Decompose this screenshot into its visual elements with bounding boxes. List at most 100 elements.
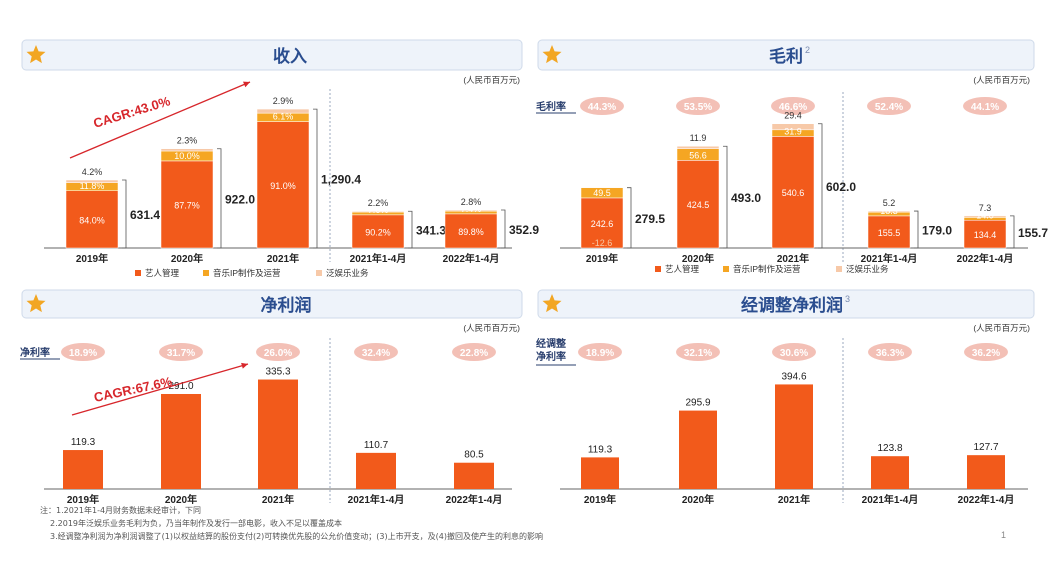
revenue-segment-label: 2.3% <box>177 136 198 146</box>
revenue-header <box>21 39 523 71</box>
gross-profit-margin-value: 44.1% <box>971 102 999 113</box>
gross-profit-segment-label: 155.5 <box>878 228 901 238</box>
gross-profit-segment-label: 134.4 <box>974 230 997 240</box>
gross-profit-margin-value: 44.3% <box>588 102 616 113</box>
gross-profit-total-bracket <box>723 145 728 249</box>
revenue-total-label: 631.4 <box>130 208 160 222</box>
net-profit-header <box>21 289 523 319</box>
adjusted-net-profit-bar <box>581 457 619 489</box>
net-profit-value-label: 80.5 <box>464 450 484 461</box>
gross-profit-total-bracket <box>627 187 632 249</box>
revenue-segment-label: 10.0% <box>174 151 200 161</box>
adjusted-net-profit-margin-pill <box>772 343 816 361</box>
revenue-segment-label: 2.9% <box>273 96 294 106</box>
gross-profit-bar-segment-1 <box>771 136 815 249</box>
adjusted-net-profit-title: 经调整净利润 <box>741 295 843 315</box>
revenue-title: 收入 <box>273 46 307 66</box>
footnote-3: 3.经调整净利润为净利润调整了(1)以权益结算的股份支付(2)可转换优先股的公允… <box>50 532 543 541</box>
gross-profit-x-tick: 2022年1-4月 <box>957 252 1014 265</box>
gross-profit-margin-value: 53.5% <box>684 102 712 113</box>
revenue-bar-segment-3 <box>351 210 405 213</box>
revenue-total-label: 341.3 <box>416 224 446 238</box>
gross-profit-segment-label: 29.4 <box>784 111 802 121</box>
revenue-segment-label: 2.2% <box>368 198 389 208</box>
gross-profit-title: 毛利 <box>769 46 803 66</box>
net-profit-bar <box>356 452 396 489</box>
revenue-bar-segment-1 <box>444 213 498 249</box>
net-profit-bar <box>63 450 103 489</box>
adjusted-net-profit-margin-value: 36.2% <box>972 348 1000 359</box>
revenue-x-tick: 2022年1-4月 <box>443 252 500 265</box>
gross-profit-x-tick: 2021年 <box>777 252 809 265</box>
gross-profit-margin-label: 毛利率 <box>536 100 566 113</box>
adjusted-net-profit-x-tick: 2022年1-4月 <box>958 493 1015 506</box>
gross-profit-segment-label: 540.6 <box>782 188 805 198</box>
revenue-segment-label: 6.1% <box>273 112 294 122</box>
gross-profit-margin-pill <box>867 97 911 115</box>
footnote-1: 注：1.2021年1-4月财务数据未经审计，下同 <box>40 506 202 515</box>
gross-profit-segment-label: 49.5 <box>593 188 611 198</box>
gross-profit-bar-segment-3 <box>963 215 1007 218</box>
gross-profit-bar-segment-3 <box>867 210 911 213</box>
net-profit-margin-pill <box>354 343 398 361</box>
net-profit-value-label: 335.3 <box>265 367 290 378</box>
net-profit-cagr-arrowhead <box>241 362 248 369</box>
gross-profit-x-tick: 2019年 <box>586 252 618 265</box>
net-profit-x-tick: 2021年1-4月 <box>348 493 405 506</box>
adjusted-net-profit-bar <box>679 410 717 489</box>
net-profit-margin-value: 31.7% <box>167 348 195 359</box>
revenue-star-icon <box>26 45 46 64</box>
revenue-legend-label: 音乐IP制作及运营 <box>213 268 281 278</box>
gross-profit-margin-pill <box>676 97 720 115</box>
gross-profit-unit: (人民币百万元) <box>973 75 1030 85</box>
gross-profit-legend-label: 音乐IP制作及运营 <box>733 264 801 274</box>
net-profit-value-label: 291.0 <box>168 381 193 392</box>
net-profit-star-icon <box>26 294 46 313</box>
gross-profit-margin-value: 46.6% <box>779 102 807 113</box>
gross-profit-legend-swatch <box>836 266 842 272</box>
gross-profit-total-bracket <box>914 210 919 249</box>
gross-profit-title-sup: 2 <box>805 45 810 55</box>
adjusted-net-profit-unit: (人民币百万元) <box>973 323 1030 333</box>
gross-profit-total-label: 279.5 <box>635 212 665 226</box>
revenue-bar-segment-1 <box>65 190 119 249</box>
adjusted-net-profit-bar <box>775 384 813 489</box>
gross-profit-total-label: 155.7 <box>1018 226 1048 240</box>
revenue-total-bracket <box>501 209 506 249</box>
gross-profit-segment-label: 7.3 <box>979 203 992 213</box>
revenue-total-bracket <box>122 179 127 249</box>
revenue-segment-label: 91.0% <box>270 181 296 191</box>
revenue-cagr-label: CAGR:43.0% <box>91 93 172 131</box>
adjusted-net-profit-title-sup: 3 <box>845 294 850 304</box>
adjusted-net-profit-margin-label: 经调整 <box>536 337 566 350</box>
net-profit-x-tick: 2022年1-4月 <box>446 493 503 506</box>
adjusted-net-profit-margin-pill <box>868 343 912 361</box>
revenue-legend-label: 泛娱乐业务 <box>326 268 369 278</box>
gross-profit-segment-label: -12.6 <box>592 238 613 248</box>
net-profit-cagr-arrow <box>71 363 249 416</box>
adjusted-net-profit-margin-value: 30.6% <box>780 348 808 359</box>
revenue-segment-label: 87.7% <box>174 200 200 210</box>
net-profit-margin-pill <box>159 343 203 361</box>
adjusted-net-profit-x-tick: 2020年 <box>682 493 714 506</box>
page-number: 1 <box>1000 530 1006 540</box>
gross-profit-header <box>537 39 1035 71</box>
revenue-bar-segment-3 <box>65 179 119 183</box>
net-profit-margin-value: 22.8% <box>460 348 488 359</box>
net-profit-x-tick: 2021年 <box>262 493 294 506</box>
adjusted-net-profit-margin-pill <box>964 343 1008 361</box>
gross-profit-segment-label: 14.0 <box>976 210 994 220</box>
gross-profit-total-bracket <box>1010 215 1015 249</box>
net-profit-bar <box>454 462 494 489</box>
net-profit-margin-value: 32.4% <box>362 348 390 359</box>
gross-profit-total-label: 493.0 <box>731 191 761 205</box>
gross-profit-margin-pill <box>580 97 624 115</box>
adjusted-net-profit-x-tick: 2019年 <box>584 493 616 506</box>
footnotes: 注：1.2021年1-4月财务数据未经审计，下同 2.2019年泛娱乐业务毛利为… <box>40 504 1000 543</box>
gross-profit-total-label: 602.0 <box>826 180 856 194</box>
net-profit-unit: (人民币百万元) <box>463 323 520 333</box>
revenue-bar-segment-1 <box>160 160 214 249</box>
gross-profit-margin-pill <box>963 97 1007 115</box>
revenue-segment-label: 89.8% <box>458 227 484 237</box>
